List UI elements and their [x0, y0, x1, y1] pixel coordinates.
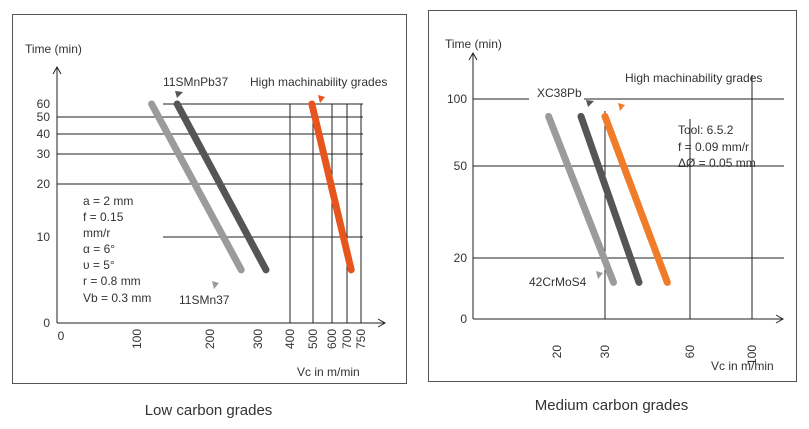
series-line-high-machinability [308, 100, 355, 274]
x-tick-label-400: 400 [283, 329, 297, 349]
chart-panel-medium-carbon: 0 20 50 100 20 30 60 100 Time (min) Vc in m/min Hi… [428, 10, 797, 382]
condition-line-1: f = 0.09 mm/r [678, 140, 749, 154]
chart-title-low-carbon: Low carbon grades [144, 402, 273, 419]
x-axis-label: Vc in m/min [297, 365, 360, 379]
chart-panel-low-carbon: 0 10 20 30 40 50 60 0 100 200 300 400 500 600 700 750 Ti… [12, 14, 407, 384]
arrow-11SMnPb37 [175, 91, 183, 98]
condition-line-0: Tool: 6.5.2 [678, 123, 734, 137]
x-tick-label-20: 20 [550, 345, 564, 359]
x-tick-label-60: 60 [683, 345, 697, 359]
series-label-11SMn37: 11SMn37 [179, 293, 230, 307]
x-tick-label-0: 0 [58, 329, 65, 343]
x-tick-label-30: 30 [598, 345, 612, 359]
condition-line-4: υ = 5° [83, 258, 115, 272]
series-line-11SMn37 [148, 100, 245, 274]
series-line-11SMnPb37 [173, 100, 270, 274]
y-tick-label-20: 20 [37, 177, 51, 191]
y-axis-label: Time (min) [25, 42, 82, 56]
x-tick-label-100: 100 [130, 329, 144, 349]
y-tick-label-30: 30 [37, 147, 51, 161]
arrow-high-machinability [618, 103, 625, 111]
condition-line-2: mm/r [83, 226, 110, 240]
condition-line-1: f = 0.15 [83, 210, 124, 224]
y-tick-label-0: 0 [460, 312, 467, 326]
annotation-high-machinability: High machinability grades [625, 71, 762, 85]
y-tick-label-40: 40 [37, 127, 51, 141]
y-tick-label-10: 10 [37, 230, 51, 244]
arrow-high-machinability [318, 95, 325, 103]
series-label-42CrMoS4: 42CrMoS4 [529, 275, 587, 289]
y-axis-arrow [52, 65, 62, 75]
condition-line-2: ΔØ = 0.05 mm [678, 156, 756, 170]
x-axis-label: Vc in m/min [711, 359, 774, 373]
y-tick-label-20: 20 [454, 251, 468, 265]
x-axis-arrow [377, 318, 387, 328]
chart-title-medium-carbon: Medium carbon grades [534, 397, 689, 414]
arrow-42CrMoS4 [596, 271, 603, 279]
series-line-42CrMoS4 [545, 112, 617, 286]
y-tick-label-60: 60 [37, 97, 51, 111]
y-tick-label-50: 50 [454, 159, 468, 173]
condition-line-5: r = 0.8 mm [83, 274, 141, 288]
arrow-11SMn37 [212, 281, 219, 289]
arrow-XC38Pb [586, 100, 594, 107]
annotation-high-machinability: High machinability grades [250, 75, 387, 89]
x-tick-label-100: 100 [745, 345, 759, 365]
condition-line-0: a = 2 mm [83, 194, 133, 208]
chart-medium-carbon: 0 20 50 100 20 30 60 100 Time (min) Vc in m/min Hi… [445, 37, 785, 373]
x-tick-label-600: 600 [325, 329, 339, 349]
y-axis-label: Time (min) [445, 37, 502, 51]
y-axis-arrow [468, 51, 478, 61]
series-line-XC38Pb [577, 112, 643, 286]
condition-line-3: α = 6° [83, 242, 115, 256]
x-tick-label-200: 200 [203, 329, 217, 349]
x-tick-label-500: 500 [306, 329, 320, 349]
condition-line-6: Vb = 0.3 mm [83, 291, 151, 305]
series-label-XC38Pb: XC38Pb [537, 86, 582, 100]
y-tick-label-100: 100 [447, 92, 467, 106]
series-label-11SMnPb37: 11SMnPb37 [163, 75, 228, 89]
x-tick-label-750: 750 [354, 329, 368, 349]
x-tick-label-700: 700 [340, 329, 354, 349]
x-tick-label-300: 300 [251, 329, 265, 349]
x-axis-arrow [775, 314, 785, 324]
y-tick-label-50: 50 [37, 110, 51, 124]
series-line-high-machinability [601, 112, 671, 286]
y-tick-label-0: 0 [43, 316, 50, 330]
